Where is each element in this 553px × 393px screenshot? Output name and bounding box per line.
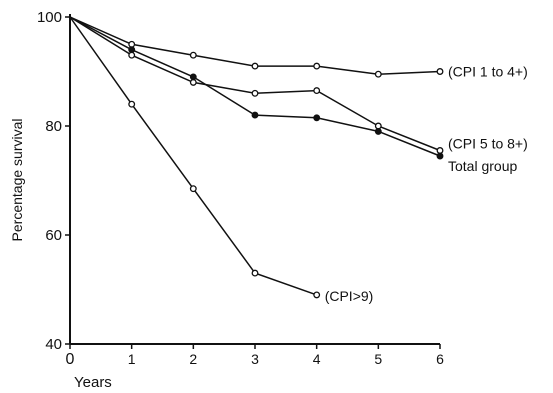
y-axis-label: Percentage survival <box>9 119 25 242</box>
series-0-point-5 <box>374 70 382 78</box>
y-tick-label-40: 40 <box>45 336 62 353</box>
y-tick-label-60: 60 <box>45 227 62 244</box>
series-2-point-2 <box>189 73 197 81</box>
series-group <box>69 16 444 299</box>
y-tick-label-100: 100 <box>37 9 62 26</box>
x-tick-label-0: 0 <box>66 351 75 368</box>
series-1-point-2 <box>189 78 197 86</box>
series-2-point-6 <box>436 152 444 160</box>
series-2-point-4 <box>313 114 321 122</box>
x-tick-label-3: 3 <box>251 351 259 367</box>
x-tick-label-2: 2 <box>189 351 197 367</box>
series-3-point-2 <box>189 185 197 193</box>
series-2-point-3 <box>251 111 259 119</box>
series-1-point-1 <box>128 51 136 59</box>
series-line-3 <box>69 16 317 296</box>
ticks <box>65 16 441 349</box>
series-label-2: Total group <box>448 158 517 174</box>
x-tick-label-4: 4 <box>313 351 321 367</box>
series-1-point-4 <box>313 87 321 95</box>
series-line-2 <box>69 16 441 157</box>
series-3-point-1 <box>128 100 136 108</box>
tick-labels: 0 1 2 3 4 5 6 40 60 80 100 <box>37 9 444 368</box>
series-line-1 <box>69 16 441 152</box>
series-label-1: (CPI 5 to 8+) <box>448 136 528 152</box>
y-tick-label-80: 80 <box>45 118 62 135</box>
series-0-point-3 <box>251 62 259 70</box>
series-1-point-6 <box>436 147 444 154</box>
series-3-point-3 <box>251 269 259 277</box>
x-tick-label-1: 1 <box>128 351 136 367</box>
series-3-point-4 <box>313 291 321 299</box>
series-labels: (CPI 1 to 4+) (CPI 5 to 8+) Total group (CP… <box>325 64 528 304</box>
x-tick-label-5: 5 <box>374 351 382 367</box>
series-label-0: (CPI 1 to 4+) <box>448 64 528 80</box>
series-2-point-5 <box>374 127 382 135</box>
series-0-point-6 <box>436 68 444 75</box>
x-tick-label-6: 6 <box>436 351 444 367</box>
series-0-point-2 <box>189 51 197 59</box>
series-2-point-1 <box>128 46 136 54</box>
series-label-3: (CPI>9) <box>325 288 374 304</box>
series-1-point-3 <box>251 89 259 97</box>
series-0-point-4 <box>313 62 321 70</box>
x-axis-label: Years <box>74 374 112 391</box>
